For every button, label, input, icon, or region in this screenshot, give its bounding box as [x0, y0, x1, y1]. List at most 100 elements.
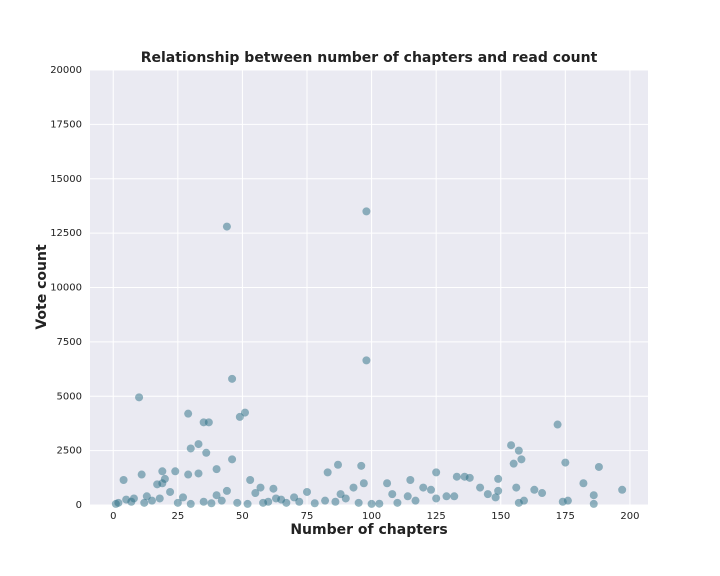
- x-tick-label: 175: [556, 511, 575, 522]
- point: [419, 483, 428, 492]
- point: [561, 458, 570, 467]
- point: [331, 497, 340, 506]
- point: [579, 479, 588, 488]
- point: [393, 498, 402, 507]
- point: [269, 484, 278, 493]
- point: [514, 446, 523, 455]
- x-tick-label: 25: [171, 511, 184, 522]
- point: [558, 497, 567, 506]
- point: [406, 475, 415, 484]
- point: [357, 461, 366, 470]
- point: [148, 496, 156, 505]
- y-tick-label: 12500: [50, 228, 82, 239]
- point: [246, 475, 255, 484]
- point: [171, 467, 180, 476]
- point: [184, 470, 193, 479]
- point: [243, 499, 252, 508]
- point: [411, 496, 420, 505]
- point: [442, 492, 451, 501]
- point: [256, 483, 265, 492]
- point: [207, 499, 216, 508]
- y-tick-label: 10000: [50, 283, 82, 294]
- point: [173, 498, 182, 507]
- point: [212, 465, 221, 474]
- point: [212, 491, 221, 500]
- point: [383, 479, 392, 488]
- point: [135, 393, 144, 402]
- point: [179, 493, 187, 502]
- point: [127, 497, 136, 506]
- y-tick-label: 5000: [57, 391, 82, 402]
- point: [349, 483, 358, 492]
- point: [217, 496, 226, 505]
- point: [272, 494, 280, 503]
- point: [375, 499, 384, 508]
- point: [354, 498, 363, 507]
- point: [491, 493, 500, 502]
- point: [235, 412, 244, 421]
- x-tick-label: 200: [620, 511, 639, 522]
- point: [362, 356, 371, 365]
- x-tick-label: 125: [427, 511, 446, 522]
- point: [158, 467, 167, 476]
- point: [427, 485, 435, 494]
- x-tick-label: 150: [491, 511, 510, 522]
- point: [202, 448, 211, 457]
- point: [137, 470, 146, 479]
- point: [282, 498, 291, 507]
- point: [251, 489, 260, 498]
- point: [432, 494, 441, 503]
- point: [228, 374, 237, 383]
- point: [589, 499, 598, 508]
- point: [507, 441, 516, 450]
- chart-title: Relationship between number of chapters …: [141, 50, 598, 66]
- point: [184, 409, 193, 418]
- x-axis-label: Number of chapters: [290, 522, 447, 538]
- point: [538, 489, 547, 498]
- point: [512, 483, 521, 492]
- y-tick-label: 17500: [50, 119, 82, 130]
- point: [388, 490, 397, 499]
- point: [186, 444, 195, 453]
- point: [334, 460, 342, 469]
- point: [199, 497, 208, 506]
- y-tick-label: 20000: [50, 65, 82, 76]
- y-axis-label: Vote count: [34, 244, 50, 330]
- point: [452, 472, 461, 481]
- point: [321, 496, 330, 505]
- point: [310, 499, 319, 508]
- point: [140, 498, 149, 507]
- point: [594, 462, 603, 471]
- point: [618, 485, 627, 494]
- point: [341, 494, 350, 503]
- y-tick-label: 2500: [57, 446, 82, 457]
- point: [194, 469, 203, 478]
- point: [228, 455, 237, 464]
- point: [111, 499, 120, 508]
- point: [233, 498, 242, 507]
- point: [530, 485, 539, 494]
- point: [450, 492, 459, 501]
- point: [367, 499, 376, 508]
- point: [359, 479, 368, 488]
- x-tick-label: 0: [110, 511, 116, 522]
- point: [119, 475, 128, 484]
- point: [432, 468, 441, 477]
- point: [589, 491, 598, 500]
- point: [259, 498, 268, 507]
- point: [166, 487, 175, 496]
- point: [517, 455, 526, 464]
- x-tick-label: 50: [236, 511, 249, 522]
- point: [553, 420, 562, 429]
- point: [403, 492, 412, 501]
- point: [153, 480, 162, 489]
- point: [295, 497, 304, 506]
- point: [323, 468, 332, 477]
- x-tick-label: 75: [301, 511, 314, 522]
- point: [194, 440, 203, 449]
- y-tick-label: 7500: [57, 337, 82, 348]
- point: [509, 459, 518, 468]
- point: [494, 486, 503, 495]
- point: [222, 222, 231, 231]
